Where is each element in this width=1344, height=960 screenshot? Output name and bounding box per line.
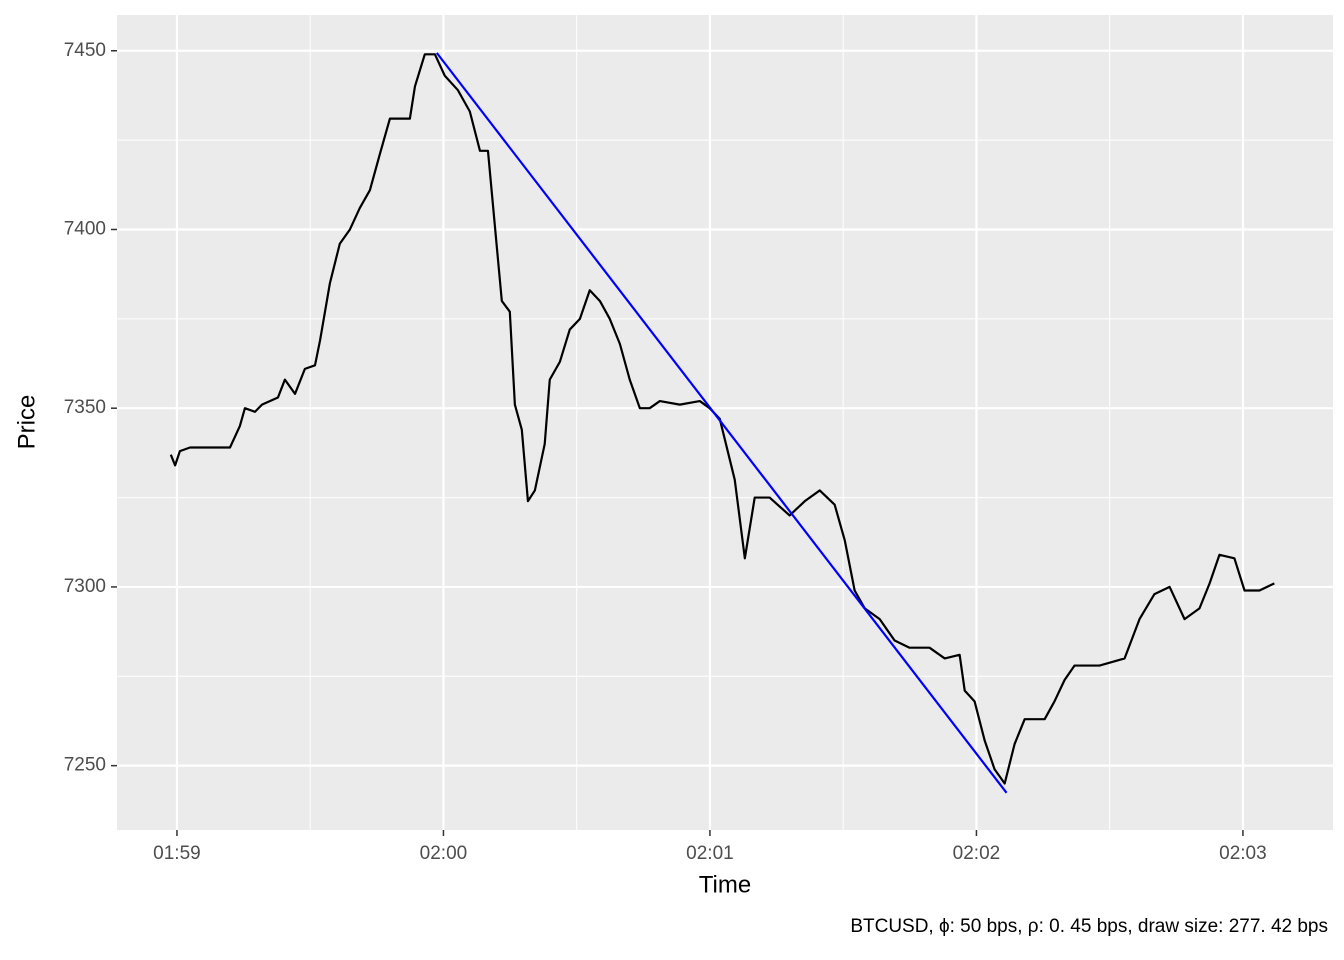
y-tick-label: 7300 (64, 576, 106, 597)
x-tick-label: 01:59 (153, 843, 201, 864)
x-tick-label: 02:03 (1219, 843, 1267, 864)
x-tick-label: 02:00 (420, 843, 468, 864)
y-axis-title: Price (13, 395, 40, 450)
y-tick-label: 7250 (64, 755, 106, 776)
price-line (169, 53, 1275, 785)
y-tick-label: 7400 (64, 218, 106, 239)
price-line (435, 52, 1008, 794)
plot-panel (117, 15, 1333, 830)
y-tick-label: 7350 (64, 397, 106, 418)
x-tick-label: 02:02 (953, 843, 1001, 864)
y-tick-label: 7450 (64, 40, 106, 61)
x-tick-label: 02:01 (686, 843, 734, 864)
x-axis-title: Time (699, 871, 751, 898)
caption: BTCUSD, ϕ: 50 bps, ρ: 0. 45 bps, draw si… (850, 916, 1328, 937)
